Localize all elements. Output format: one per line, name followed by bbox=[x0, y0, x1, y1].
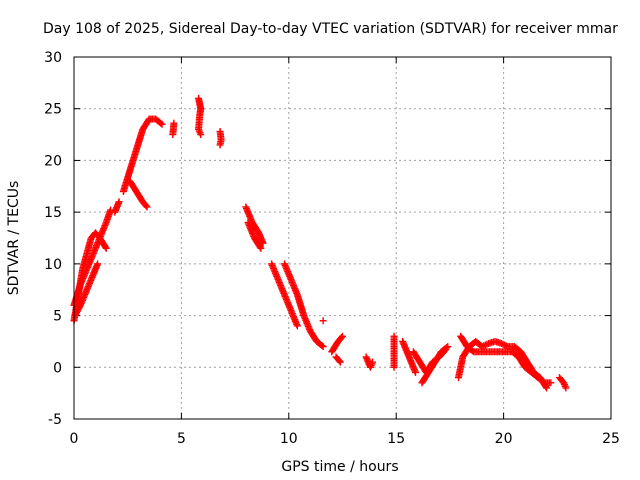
data-point bbox=[196, 129, 204, 137]
data-point bbox=[157, 119, 165, 127]
y-tick-label: 10 bbox=[44, 257, 62, 273]
data-point bbox=[336, 358, 344, 366]
y-tick-label: 15 bbox=[44, 205, 62, 221]
data-point bbox=[442, 344, 450, 352]
data-point bbox=[143, 203, 151, 211]
grid-lines bbox=[74, 57, 611, 419]
y-tick-label: 25 bbox=[44, 102, 62, 118]
data-point bbox=[542, 383, 550, 391]
data-point bbox=[318, 342, 326, 350]
data-point bbox=[547, 379, 555, 387]
data-point bbox=[256, 243, 264, 251]
data-point bbox=[319, 317, 327, 325]
data-point bbox=[195, 127, 203, 135]
data-point bbox=[481, 341, 489, 349]
x-tick-label: 15 bbox=[387, 431, 405, 447]
data-point bbox=[502, 342, 510, 350]
y-tick-label: 5 bbox=[53, 309, 62, 325]
data-point bbox=[216, 141, 224, 149]
chart-title: Day 108 of 2025, Sidereal Day-to-day VTE… bbox=[43, 21, 618, 37]
data-point bbox=[101, 243, 109, 251]
data-point bbox=[257, 244, 265, 252]
data-point bbox=[444, 343, 452, 351]
data-point bbox=[497, 339, 505, 347]
y-tick-label: 0 bbox=[53, 360, 62, 376]
data-point bbox=[480, 342, 488, 350]
data-points bbox=[70, 94, 570, 392]
data-point bbox=[102, 244, 110, 252]
data-point bbox=[478, 343, 486, 351]
data-point bbox=[543, 384, 551, 392]
x-tick-label: 5 bbox=[177, 431, 186, 447]
data-point bbox=[335, 357, 343, 365]
x-axis-label: GPS time / hours bbox=[281, 459, 398, 475]
data-point bbox=[499, 340, 507, 348]
y-axis-label: SDTVAR / TECUs bbox=[6, 181, 22, 296]
data-point bbox=[562, 384, 570, 392]
data-point bbox=[390, 363, 398, 371]
data-point bbox=[158, 120, 166, 128]
data-point bbox=[483, 340, 491, 348]
data-point bbox=[412, 368, 420, 376]
y-tick-label: -5 bbox=[48, 412, 62, 428]
x-tick-label: 20 bbox=[495, 431, 513, 447]
tick-labels: 0 5 10 15 20 25 -5 0 5 10 15 20 25 30 bbox=[44, 50, 620, 447]
data-point bbox=[501, 341, 509, 349]
data-point bbox=[94, 260, 102, 268]
data-point bbox=[197, 131, 205, 139]
data-point bbox=[339, 332, 346, 340]
plot-frame bbox=[73, 56, 612, 420]
data-point bbox=[337, 334, 345, 342]
x-tick-label: 10 bbox=[280, 431, 298, 447]
data-point bbox=[142, 202, 150, 210]
data-point bbox=[369, 358, 377, 366]
data-point bbox=[319, 343, 327, 351]
data-point bbox=[170, 119, 178, 127]
y-tick-label: 20 bbox=[44, 153, 62, 169]
y-tick-label: 30 bbox=[44, 50, 62, 66]
data-point bbox=[115, 198, 123, 206]
x-tick-label: 0 bbox=[70, 431, 79, 447]
x-tick-label: 25 bbox=[602, 431, 620, 447]
data-point bbox=[293, 322, 301, 330]
